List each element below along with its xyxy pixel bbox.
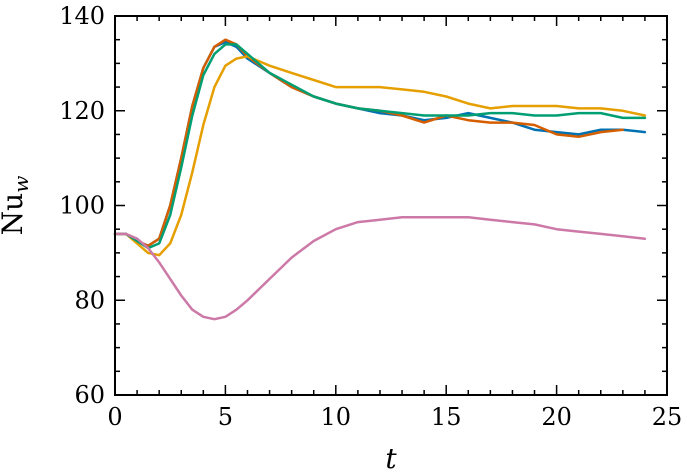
tick-layer: [114, 15, 668, 396]
x-axis-label: t: [385, 442, 397, 475]
tick-label-layer: 0 5 10 15 20 25 60 80 100 120 140: [59, 2, 682, 431]
series-line-2: [113, 38, 625, 248]
x-tick-label: 15: [431, 403, 462, 431]
x-tick-label: 10: [321, 403, 352, 431]
series-line-5: [113, 216, 647, 321]
y-tick-label: 100: [59, 192, 105, 220]
y-axis-label-sub: w: [9, 176, 33, 193]
series-layer: [113, 38, 647, 321]
series-line-3: [113, 55, 647, 257]
plot-frame: [114, 15, 668, 396]
x-tick-label: 25: [652, 403, 683, 431]
x-tick-label: 5: [218, 403, 233, 431]
y-tick-label: 80: [74, 286, 105, 314]
series-line-4: [113, 43, 647, 250]
x-tick-label: 20: [541, 403, 572, 431]
y-tick-label: 140: [59, 2, 105, 30]
series-line-1: [113, 40, 647, 248]
x-tick-label: 0: [107, 403, 122, 431]
y-tick-label: 120: [59, 97, 105, 125]
y-axis-label-main: Nu: [0, 193, 29, 236]
y-tick-label: 60: [74, 381, 105, 409]
y-axis-label: Nuw: [0, 176, 33, 236]
